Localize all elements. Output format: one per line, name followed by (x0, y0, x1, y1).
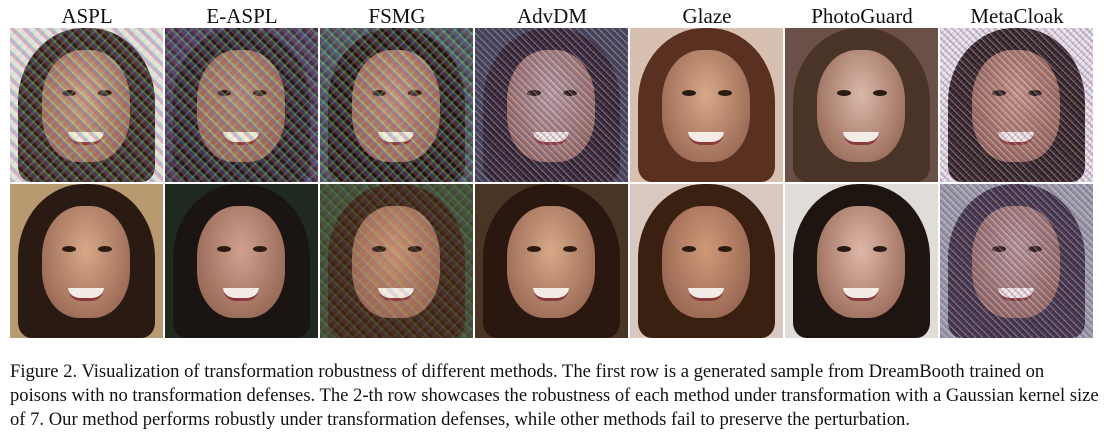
column-header: MetaCloak (970, 4, 1064, 28)
sample-image-aspl-row-1 (10, 28, 163, 182)
column-header: E-ASPL (206, 4, 278, 28)
sample-image-photoguard-row-2 (785, 184, 938, 338)
caption-label: Figure 2. (10, 361, 78, 382)
figure-caption: Figure 2. Visualization of transformatio… (10, 360, 1100, 432)
caption-text: Visualization of transformation robustne… (10, 361, 1099, 430)
sample-image-photoguard-row-1 (785, 28, 938, 182)
sample-image-aspl-row-2 (10, 184, 163, 338)
column-header: ASPL (61, 4, 113, 28)
sample-image-e-aspl-row-2 (165, 184, 318, 338)
column-header: PhotoGuard (811, 4, 913, 28)
sample-image-advdm-row-1 (475, 28, 628, 182)
sample-image-fsmg-row-1 (320, 28, 473, 182)
column-header: AdvDM (516, 4, 587, 28)
sample-image-fsmg-row-2 (320, 184, 473, 338)
sample-image-advdm-row-2 (475, 184, 628, 338)
sample-image-glaze-row-2 (630, 184, 783, 338)
column-header: FSMG (368, 4, 426, 28)
sample-image-metacloak-row-2 (940, 184, 1093, 338)
sample-image-e-aspl-row-1 (165, 28, 318, 182)
column-header: Glaze (682, 4, 732, 28)
sample-image-glaze-row-1 (630, 28, 783, 182)
sample-image-metacloak-row-1 (940, 28, 1093, 182)
